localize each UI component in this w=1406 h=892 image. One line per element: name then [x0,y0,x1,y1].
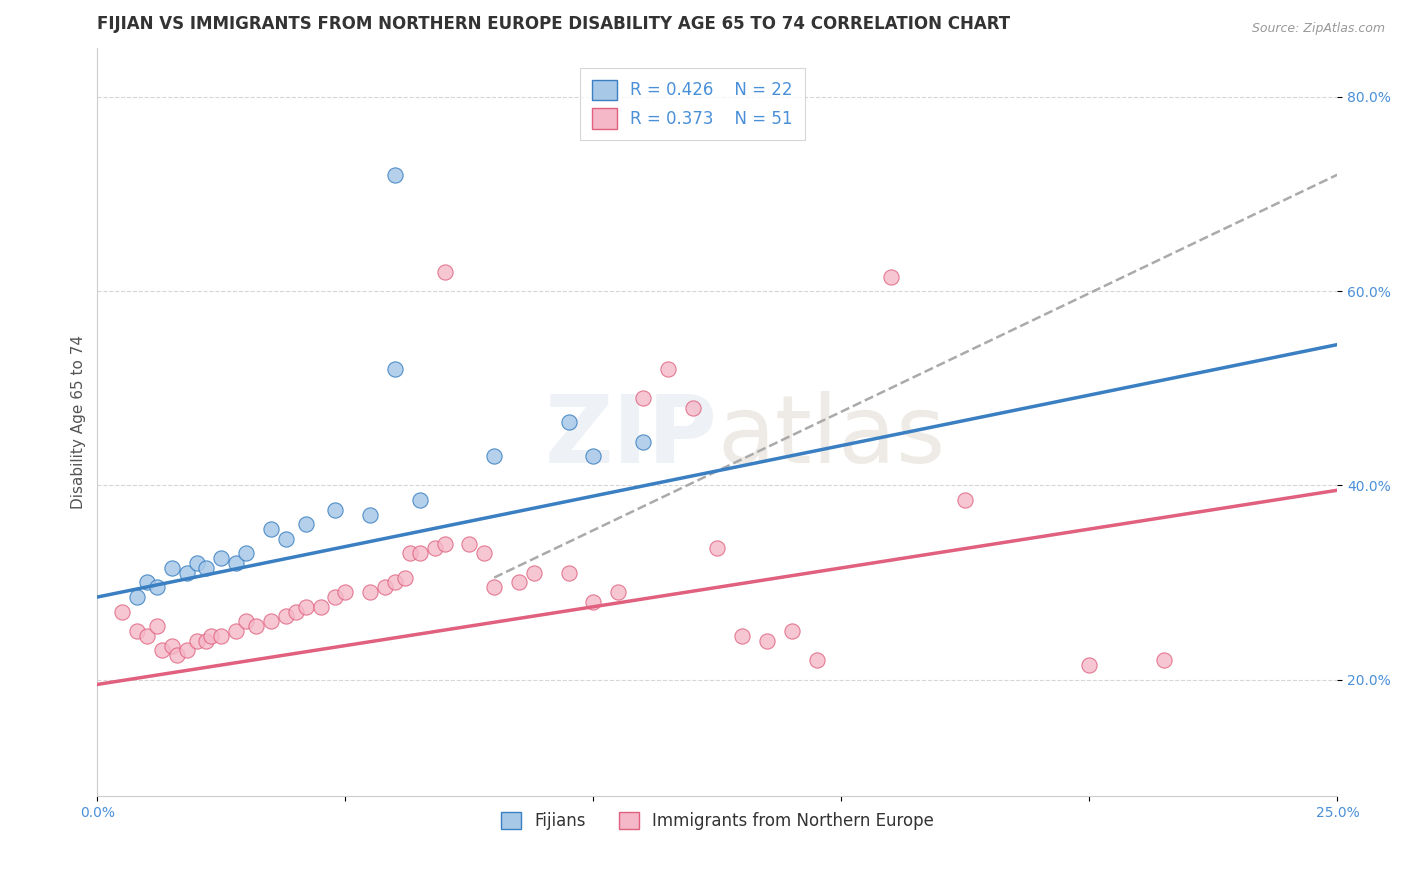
Point [780,624,803,638]
Point [209,629,232,643]
Point [582,595,605,609]
Point [557,415,579,429]
Y-axis label: Disability Age 65 to 74: Disability Age 65 to 74 [72,335,86,509]
Point [657,362,679,376]
Point [235,615,257,629]
Point [384,575,406,590]
Legend: Fijians, Immigrants from Northern Europe: Fijians, Immigrants from Northern Europe [494,805,941,837]
Point [756,633,779,648]
Point [160,561,183,575]
Point [359,508,381,522]
Point [423,541,446,556]
Point [176,566,198,580]
Point [235,546,257,560]
Point [260,522,283,536]
Point [706,541,728,556]
Point [195,633,218,648]
Point [1153,653,1175,667]
Point [409,492,432,507]
Point [523,566,546,580]
Point [274,532,297,546]
Text: FIJIAN VS IMMIGRANTS FROM NORTHERN EUROPE DISABILITY AGE 65 TO 74 CORRELATION CH: FIJIAN VS IMMIGRANTS FROM NORTHERN EUROP… [97,15,1011,33]
Point [166,648,188,663]
Text: atlas: atlas [717,392,946,483]
Point [225,556,247,570]
Point [682,401,704,415]
Point [359,585,381,599]
Point [374,580,396,594]
Point [125,624,148,638]
Point [325,502,347,516]
Point [274,609,297,624]
Point [1078,658,1101,673]
Point [631,391,654,405]
Point [150,643,173,657]
Point [136,575,159,590]
Point [880,269,903,284]
Point [731,629,754,643]
Point [125,590,148,604]
Point [806,653,828,667]
Point [136,629,159,643]
Point [508,575,530,590]
Point [472,546,495,560]
Point [294,517,316,532]
Text: ZIP: ZIP [544,392,717,483]
Point [284,605,307,619]
Point [260,615,283,629]
Point [325,590,347,604]
Text: Source: ZipAtlas.com: Source: ZipAtlas.com [1251,22,1385,36]
Point [482,580,505,594]
Point [394,571,416,585]
Point [186,633,208,648]
Point [200,629,222,643]
Point [160,639,183,653]
Point [398,546,420,560]
Point [433,536,456,550]
Point [245,619,267,633]
Point [195,561,218,575]
Point [294,599,316,614]
Point [582,449,605,463]
Point [433,265,456,279]
Point [146,619,169,633]
Point [384,362,406,376]
Point [482,449,505,463]
Point [384,168,406,182]
Point [186,556,208,570]
Point [209,551,232,566]
Point [607,585,630,599]
Point [458,536,481,550]
Point [955,492,977,507]
Point [631,434,654,449]
Point [176,643,198,657]
Point [557,566,579,580]
Point [309,599,332,614]
Point [146,580,169,594]
Point [409,546,432,560]
Point [335,585,357,599]
Point [111,605,134,619]
Point [225,624,247,638]
